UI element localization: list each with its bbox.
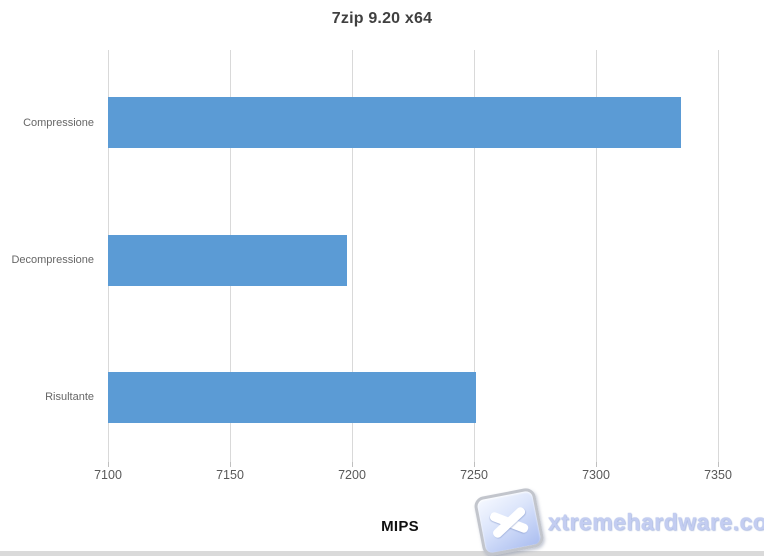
tick-mark bbox=[229, 462, 231, 467]
tick-label: 7100 bbox=[94, 468, 122, 482]
plot-area bbox=[107, 50, 719, 467]
gridline bbox=[473, 50, 475, 462]
category-label: Decompressione bbox=[11, 254, 94, 266]
tick-mark bbox=[595, 462, 597, 467]
bar-risultante bbox=[108, 371, 477, 423]
tick-mark bbox=[717, 462, 719, 467]
gridline bbox=[351, 50, 353, 462]
bottom-border bbox=[0, 551, 764, 556]
category-label: Risultante bbox=[45, 391, 94, 404]
bar-decompressione bbox=[108, 234, 348, 286]
tick-label: 7300 bbox=[582, 468, 610, 482]
gridline bbox=[595, 50, 597, 462]
watermark-text: xtremehardware.com bbox=[548, 508, 764, 535]
tick-mark bbox=[107, 462, 109, 467]
category-label: Compressione bbox=[23, 116, 94, 129]
tick-label: 7200 bbox=[338, 468, 366, 482]
tick-label: 7150 bbox=[216, 468, 244, 482]
bar-compressione bbox=[108, 97, 682, 149]
category-axis: Compressione Decompressione Risultante bbox=[0, 50, 102, 462]
x-axis-title: MIPS bbox=[381, 518, 419, 535]
gridline bbox=[717, 50, 719, 462]
tick-label: 7350 bbox=[704, 468, 732, 482]
x-badge-icon bbox=[472, 486, 546, 556]
chart-title: 7zip 9.20 x64 bbox=[331, 10, 433, 27]
tick-mark bbox=[473, 462, 475, 467]
tick-mark bbox=[351, 462, 353, 467]
tick-label: 7250 bbox=[460, 468, 488, 482]
watermark: xtremehardware.com bbox=[472, 486, 764, 556]
value-axis: 7100 7150 7200 7250 7300 7350 bbox=[94, 468, 732, 486]
